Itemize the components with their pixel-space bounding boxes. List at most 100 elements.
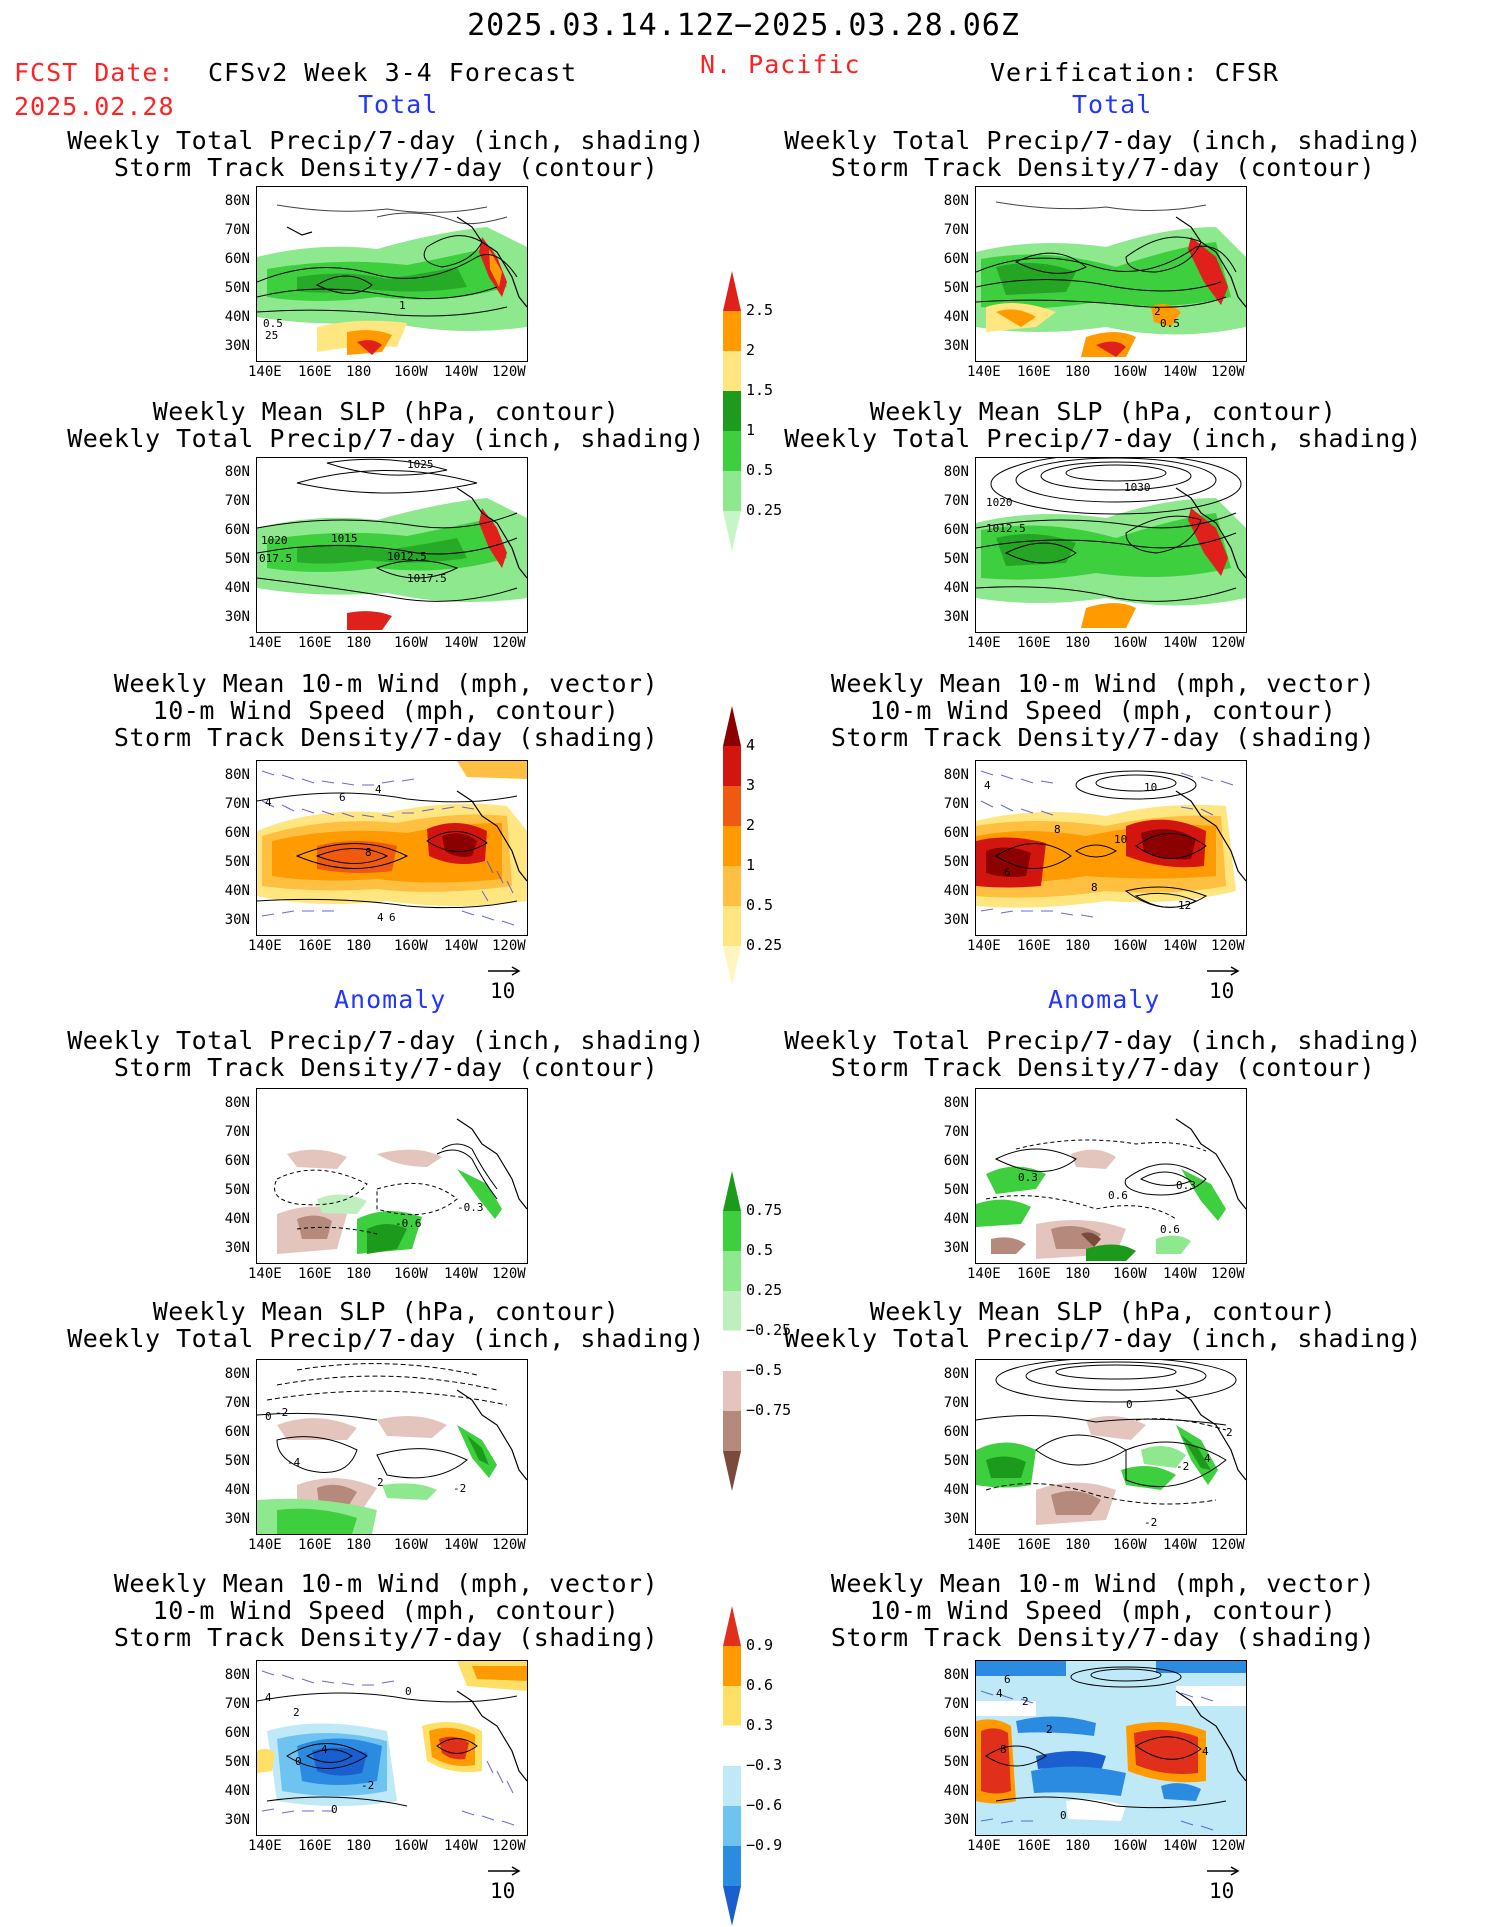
colorbar-label: 2	[746, 816, 756, 834]
model-label: CFSv2 Week 3-4 Forecast	[208, 58, 578, 87]
lat-tick-label: 80N	[224, 1366, 250, 1382]
colorbar-swatch	[723, 906, 741, 946]
p2-left-contour-label-4: 1012.5	[387, 550, 427, 563]
p3-left-contour-label-2: 6	[339, 791, 346, 804]
p2-right-contour-label-3: 1012.5	[986, 522, 1026, 535]
lat-tick-label: 40N	[224, 580, 250, 596]
colorbar-swatch	[723, 1371, 741, 1411]
colorbar-swatch	[722, 1330, 742, 1372]
p6-right-contour-label-7: 0	[1060, 1809, 1067, 1822]
lon-tick-label: 140W	[444, 1537, 478, 1553]
lat-tick-label: 30N	[943, 338, 969, 354]
lat-tick-label: 40N	[224, 1783, 250, 1799]
lat-tick-label: 70N	[224, 493, 250, 509]
lat-tick-label: 50N	[224, 1754, 250, 1770]
lon-tick-label: 160E	[1017, 938, 1051, 954]
lat-tick-label: 30N	[943, 609, 969, 625]
colorbar-swatch	[723, 1251, 741, 1291]
p6-left-contour-label-7: 0	[331, 1803, 338, 1816]
lon-tick-label: 180	[1065, 364, 1091, 380]
title-r1: Weekly Total Precip/7-day (inch, shading…	[784, 126, 1422, 182]
lon-tick-label: 160W	[394, 1838, 428, 1854]
lon-tick-label: 160E	[298, 1266, 332, 1282]
colorbar-swatch	[723, 311, 741, 351]
colorbar-precip_anom	[722, 1171, 742, 1491]
lon-tick-label: 160W	[394, 938, 428, 954]
colorbar-swatch	[723, 706, 741, 746]
p6-right-contour-label-3: 2	[1022, 1695, 1029, 1708]
vector-ref-4: 10	[1205, 1862, 1241, 1903]
lat-tick-label: 80N	[224, 193, 250, 209]
lat-tick-label: 30N	[224, 609, 250, 625]
lat-tick-label: 70N	[224, 796, 250, 812]
vector-ref-2-label: 10	[1209, 979, 1235, 1003]
lat-tick-label: 30N	[224, 912, 250, 928]
colorbar-swatch	[723, 1846, 741, 1886]
lon-tick-label: 160E	[298, 364, 332, 380]
lat-tick-label: 50N	[943, 854, 969, 870]
lat-tick-label: 70N	[943, 796, 969, 812]
colorbar-swatch	[723, 866, 741, 906]
lon-tick-label: 140E	[248, 1266, 282, 1282]
colorbar-swatch	[723, 271, 741, 311]
colorbar-label: 1	[746, 421, 756, 439]
colorbar-label: 1	[746, 856, 756, 874]
lon-tick-label: 180	[1065, 1537, 1091, 1553]
lat-tick-label: 70N	[224, 1395, 250, 1411]
lat-tick-label: 80N	[943, 193, 969, 209]
lon-tick-label: 120W	[1211, 1537, 1245, 1553]
lon-tick-label: 160E	[1017, 1537, 1051, 1553]
p1-left-contour-label-3: 25	[265, 329, 278, 342]
lon-tick-label: 180	[346, 1266, 372, 1282]
colorbar-label: −0.3	[746, 1756, 783, 1774]
lat-tick-label: 70N	[224, 1696, 250, 1712]
p5-right-contour-label-2: 2	[1226, 1426, 1233, 1439]
lon-tick-label: 160E	[298, 635, 332, 651]
lon-tick-label: 140E	[248, 364, 282, 380]
title-r3: Weekly Mean 10-m Wind (mph, vector) 10-m…	[830, 669, 1376, 752]
colorbar-label: 0.25	[746, 936, 783, 954]
verification-label: Verification: CFSR	[990, 58, 1279, 87]
colorbar-swatch	[723, 1451, 741, 1491]
lat-tick-label: 80N	[943, 1366, 969, 1382]
title-l3: Weekly Mean 10-m Wind (mph, vector) 10-m…	[113, 669, 659, 752]
lat-tick-label: 40N	[224, 309, 250, 325]
lat-tick-label: 50N	[224, 1182, 250, 1198]
colorbar-label: −0.75	[746, 1401, 792, 1419]
lon-tick-label: 160E	[1017, 1838, 1051, 1854]
p2-left-contour-label-3: 1015	[331, 532, 358, 545]
lat-tick-label: 60N	[943, 251, 969, 267]
lon-tick-label: 140W	[1163, 1838, 1197, 1854]
lat-tick-label: 50N	[224, 280, 250, 296]
p6-left-contour-label-2: 0	[405, 1685, 412, 1698]
fcst-date-value: 2025.02.28	[14, 92, 175, 121]
p2-right-contour-label-2: 1020	[986, 496, 1013, 509]
p4-left-contour-label-2: -0.6	[395, 1217, 422, 1230]
colorbar-swatch	[723, 1211, 741, 1251]
lon-tick-label: 140W	[444, 938, 478, 954]
colorbar-swatch	[723, 1766, 741, 1806]
lat-tick-label: 70N	[224, 1124, 250, 1140]
p6-left-contour-label-6: -2	[361, 1779, 374, 1792]
p3-left-contour-label-3: 8	[365, 846, 372, 859]
colorbar-swatch	[723, 826, 741, 866]
lat-tick-label: 50N	[224, 1453, 250, 1469]
lon-tick-label: 180	[346, 938, 372, 954]
p3-right-contour-label-3: 10	[1114, 833, 1127, 846]
lat-tick-label: 30N	[224, 1240, 250, 1256]
colorbar-swatch	[723, 1171, 741, 1211]
lon-tick-label: 180	[346, 1537, 372, 1553]
lon-tick-label: 180	[346, 635, 372, 651]
colorbar-label: 2.5	[746, 301, 774, 319]
p5-left-contour-label-1: 0	[265, 1410, 272, 1423]
lat-tick-label: 40N	[224, 1482, 250, 1498]
lon-tick-label: 120W	[492, 1537, 526, 1553]
p4-right-contour-label-1: 0.3	[1018, 1171, 1038, 1184]
left-total-label: Total	[358, 90, 439, 119]
vector-ref-3: 10	[486, 1862, 522, 1903]
p4-right-contour-label-3: 0.3	[1176, 1179, 1196, 1192]
lon-tick-label: 120W	[492, 364, 526, 380]
lon-tick-label: 160E	[1017, 364, 1051, 380]
lon-tick-label: 160E	[1017, 1266, 1051, 1282]
lon-tick-label: 160E	[298, 1838, 332, 1854]
